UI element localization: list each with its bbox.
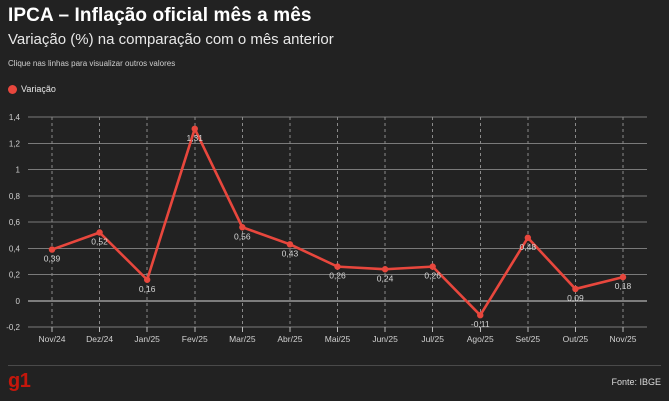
y-tick-label: 0 xyxy=(16,297,21,306)
interaction-hint: Clique nas linhas para visualizar outros… xyxy=(8,59,176,68)
data-point[interactable] xyxy=(619,273,627,281)
data-label: 0,39 xyxy=(44,254,61,264)
x-tick-label: Jun/25 xyxy=(372,334,398,344)
x-tick-label: Nov/24 xyxy=(39,334,66,344)
x-tick-label: Set/25 xyxy=(516,334,541,344)
data-point[interactable] xyxy=(334,263,341,270)
data-label: 0,24 xyxy=(377,273,394,283)
x-tick-label: Dez/24 xyxy=(86,334,113,344)
chart-title: IPCA – Inflação oficial mês a mês xyxy=(8,5,312,26)
data-point[interactable] xyxy=(286,241,294,248)
data-label: 0,43 xyxy=(282,248,299,258)
x-tick-label: Jul/25 xyxy=(421,334,444,344)
x-tick-label: Nov/25 xyxy=(610,334,637,344)
data-label: 1,31 xyxy=(186,133,203,143)
y-tick-label: 1 xyxy=(16,166,21,175)
chart-subtitle: Variação (%) na comparação com o mês ant… xyxy=(8,31,334,48)
data-point[interactable] xyxy=(191,125,198,133)
x-tick-label: Jan/25 xyxy=(134,334,160,344)
data-label: 0,18 xyxy=(615,281,632,291)
x-tick-label: Ago/25 xyxy=(467,334,494,344)
data-label: -0,11 xyxy=(471,319,490,329)
y-tick-label: 1,4 xyxy=(9,113,21,122)
footer-divider xyxy=(8,365,661,366)
y-tick-label: 0,8 xyxy=(9,192,21,201)
data-point[interactable] xyxy=(381,266,389,273)
legend-marker-icon xyxy=(8,84,17,94)
data-label: 0,16 xyxy=(139,284,156,294)
data-point[interactable] xyxy=(477,311,484,319)
legend-item-variacao[interactable]: Variação xyxy=(8,84,56,94)
data-label: 0,52 xyxy=(91,237,108,247)
data-label: 0,09 xyxy=(567,293,584,303)
x-tick-label: Mar/25 xyxy=(229,334,256,344)
data-label: 0,56 xyxy=(234,231,251,241)
x-tick-label: Abr/25 xyxy=(277,334,302,344)
x-tick-label: Fev/25 xyxy=(182,334,208,344)
legend-label: Variação xyxy=(21,84,56,94)
data-point[interactable] xyxy=(524,234,532,241)
data-point[interactable] xyxy=(429,263,436,270)
data-label: 0,48 xyxy=(520,242,537,252)
data-point[interactable] xyxy=(143,276,151,283)
x-tick-label: Mai/25 xyxy=(325,334,351,344)
data-point[interactable] xyxy=(239,224,246,231)
data-point[interactable] xyxy=(96,229,103,236)
x-tick-label: Out/25 xyxy=(563,334,589,344)
y-tick-label: 0,6 xyxy=(9,218,21,227)
data-label: 0,26 xyxy=(424,271,441,281)
data-point[interactable] xyxy=(48,246,56,253)
y-tick-label: 0,4 xyxy=(9,244,21,253)
data-point[interactable] xyxy=(572,285,579,293)
data-label: 0,26 xyxy=(329,271,346,281)
y-tick-label: 0,2 xyxy=(9,271,21,280)
y-tick-label: -0,2 xyxy=(6,323,20,332)
source-note: Fonte: IBGE xyxy=(611,377,661,387)
g1-logo: g1 xyxy=(8,370,31,392)
y-tick-label: 1,2 xyxy=(9,139,21,148)
